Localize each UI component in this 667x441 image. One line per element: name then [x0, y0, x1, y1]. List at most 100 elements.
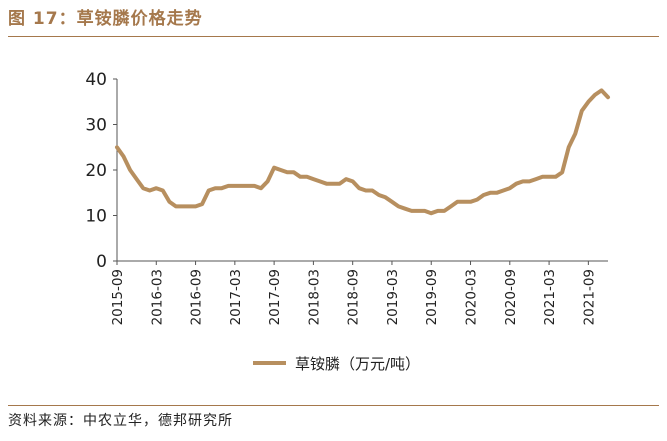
data-point: [521, 180, 524, 183]
data-point: [116, 146, 119, 149]
data-point: [377, 194, 380, 197]
x-tick-label: 2021-03: [542, 269, 558, 325]
data-point: [410, 209, 413, 212]
data-point: [292, 171, 295, 174]
data-point: [508, 187, 511, 190]
data-point: [423, 209, 426, 212]
data-point: [174, 205, 177, 208]
data-point: [273, 166, 276, 169]
data-point: [449, 205, 452, 208]
data-point: [312, 178, 315, 181]
data-point: [607, 96, 610, 99]
data-point: [554, 175, 557, 178]
data-point: [188, 205, 191, 208]
data-point: [220, 187, 223, 190]
data-point: [129, 169, 132, 172]
x-tick-label: 2020-09: [503, 269, 519, 325]
data-point: [253, 184, 256, 187]
data-point: [593, 93, 596, 96]
x-tick-label: 2015-09: [110, 269, 126, 325]
data-point: [181, 205, 184, 208]
x-tick-label: 2019-03: [385, 269, 401, 325]
data-point: [535, 178, 538, 181]
data-point: [404, 207, 407, 210]
data-point: [233, 184, 236, 187]
data-point: [214, 187, 217, 190]
x-tick-label: 2018-03: [306, 269, 322, 325]
series-line-glufosinate: [115, 88, 610, 216]
data-point: [397, 205, 400, 208]
y-tick-label: 20: [85, 161, 107, 181]
x-tick-label: 2018-09: [346, 269, 362, 325]
data-point: [489, 191, 492, 194]
data-point: [548, 175, 551, 178]
data-point: [240, 184, 243, 187]
data-point: [286, 171, 289, 174]
data-point: [515, 182, 518, 185]
data-point: [332, 182, 335, 185]
y-tick-label: 30: [85, 116, 107, 136]
data-point: [299, 175, 302, 178]
data-point: [502, 189, 505, 192]
x-tick-label: 2020-03: [464, 269, 480, 325]
data-point: [325, 182, 328, 185]
data-point: [600, 89, 603, 92]
source-divider: [8, 405, 659, 406]
data-point: [168, 200, 171, 203]
data-point: [122, 155, 125, 158]
data-point: [463, 200, 466, 203]
data-point: [260, 187, 263, 190]
data-point: [279, 169, 282, 172]
data-point: [567, 146, 570, 149]
data-point: [318, 180, 321, 183]
data-point: [561, 171, 564, 174]
legend-label: 草铵膦（万元/吨）: [295, 355, 420, 373]
data-point: [201, 203, 204, 206]
data-point: [469, 200, 472, 203]
data-point: [417, 209, 420, 212]
data-point: [476, 198, 479, 201]
x-tick-label: 2019-09: [424, 269, 440, 325]
data-point: [430, 212, 433, 215]
x-tick-label: 2016-09: [189, 269, 205, 325]
x-tick-label: 2016-03: [149, 269, 165, 325]
chart-legend: 草铵膦（万元/吨）: [253, 355, 420, 373]
data-point: [345, 178, 348, 181]
y-tick-label: 10: [85, 207, 107, 227]
data-point: [148, 189, 151, 192]
chart-marks: [115, 88, 610, 216]
source-note: 资料来源：中农立华，德邦研究所: [8, 413, 233, 429]
data-point: [246, 184, 249, 187]
data-point: [528, 180, 531, 183]
data-point: [482, 194, 485, 197]
data-point: [574, 132, 577, 135]
data-point: [227, 184, 230, 187]
x-tick-label: 2021-09: [581, 269, 597, 325]
data-point: [371, 189, 374, 192]
x-tick-label: 2017-03: [228, 269, 244, 325]
x-tick-label: 2017-09: [267, 269, 283, 325]
chart-axes: 0 10 20 30 40 2015-09 2016-03 2016-09 2017-03 201…: [85, 70, 608, 325]
data-point: [194, 205, 197, 208]
title-divider: [8, 36, 659, 37]
data-point: [266, 180, 269, 183]
data-point: [384, 196, 387, 199]
data-point: [364, 189, 367, 192]
figure-title: 图 17：草铵膦价格走势: [8, 9, 203, 29]
data-point: [155, 187, 158, 190]
data-point: [351, 180, 354, 183]
data-point: [541, 175, 544, 178]
data-point: [135, 178, 138, 181]
data-point: [161, 189, 164, 192]
data-point: [580, 109, 583, 112]
data-point: [443, 209, 446, 212]
data-point: [391, 200, 394, 203]
data-point: [142, 187, 145, 190]
data-point: [358, 187, 361, 190]
data-point: [207, 189, 210, 192]
data-point: [338, 182, 341, 185]
data-point: [436, 209, 439, 212]
data-point: [587, 100, 590, 103]
data-point: [495, 191, 498, 194]
